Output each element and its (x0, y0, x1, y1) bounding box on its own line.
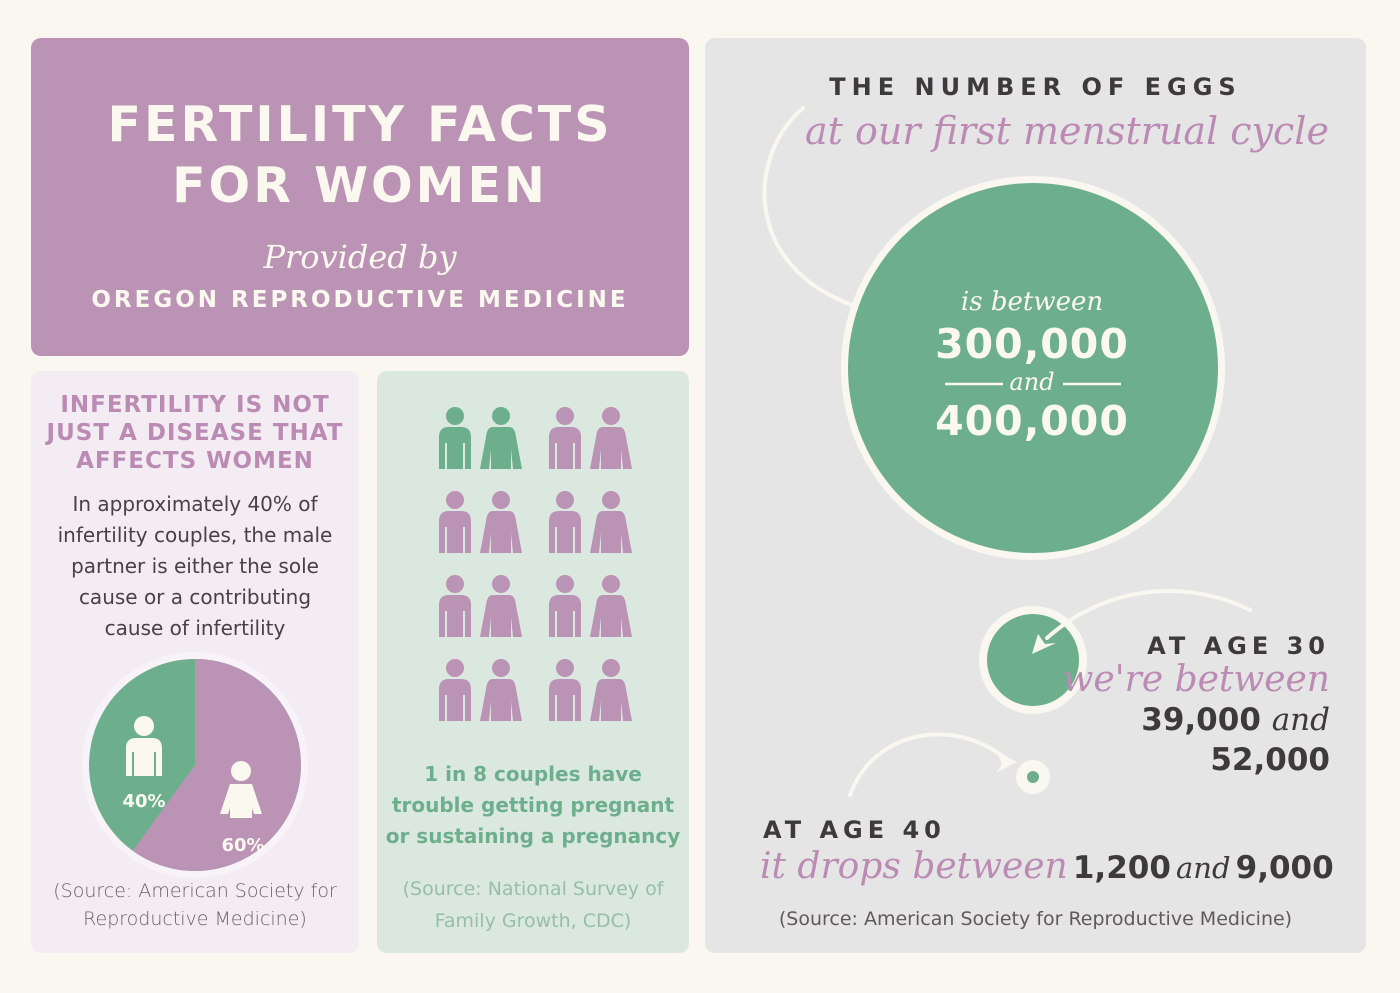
couple-icon (549, 491, 632, 553)
couple-icon (549, 659, 632, 721)
male-person-icon (126, 716, 162, 776)
male-infertility-body: In approximately 40% of infertility coup… (57, 492, 333, 640)
age-40-max: 9,000 (1235, 850, 1334, 886)
pie-female-percent-label: 60% (221, 835, 264, 856)
eggs-title: THE NUMBER OF EGGS (829, 73, 1242, 101)
arrowhead-medium-circle-icon (1032, 634, 1056, 654)
page-title-line-1: FERTILITY FACTS (107, 96, 613, 153)
first-cycle-min: 300,000 (935, 320, 1129, 368)
age-40-and: and (1176, 851, 1231, 885)
female-person-icon (220, 761, 262, 818)
couples-source: (Source: National Survey of Family Growt… (402, 878, 664, 932)
curved-arrow-to-small-circle (848, 732, 1007, 797)
couple-icon-highlighted (439, 407, 522, 469)
eggs-source: (Source: American Society for Reproducti… (778, 908, 1293, 930)
eggs-subtitle: at our first menstrual cycle (805, 109, 1329, 153)
arrowhead-small-circle-icon (996, 752, 1017, 773)
curved-arrow-to-medium-circle (1045, 589, 1252, 640)
couple-icon (549, 575, 632, 637)
curved-arrow-to-big-circle (762, 106, 857, 308)
age-30-and: and (1271, 702, 1330, 738)
and-label: and (1009, 368, 1055, 396)
male-infertility-heading: INFERTILITY IS NOT JUST A DISEASE THAT A… (46, 392, 344, 474)
age-40-min: 1,200 (1072, 850, 1171, 886)
eggs-illustration (762, 106, 1252, 797)
page-title-line-2: FOR WOMEN (172, 157, 548, 214)
age-40-script: it drops between (760, 846, 1068, 887)
big-egg-circle (848, 183, 1218, 553)
couple-icon (439, 659, 522, 721)
couples-statistic-text: 1 in 8 couples have trouble getting preg… (385, 762, 681, 848)
header-panel: FERTILITY FACTS FOR WOMEN Provided by OR… (31, 38, 689, 356)
age-30-label: AT AGE 30 (1147, 632, 1330, 660)
medium-egg-circle (987, 614, 1079, 706)
provided-by-label: Provided by (263, 238, 457, 276)
age-40-label: AT AGE 40 (763, 816, 946, 844)
male-female-pie-chart: 40% 60% (82, 652, 308, 878)
male-infertility-panel: INFERTILITY IS NOT JUST A DISEASE THAT A… (31, 371, 359, 953)
first-cycle-max: 400,000 (935, 397, 1129, 445)
organization-name: OREGON REPRODUCTIVE MEDICINE (91, 287, 629, 313)
between-label: is between (960, 287, 1104, 317)
age-30-script: we're between (1062, 659, 1330, 700)
age-30-block: AT AGE 30 we're between 39,000 and 52,00… (1063, 632, 1330, 780)
small-egg-circle (1027, 771, 1039, 783)
age-30-min: 39,000 (1141, 702, 1261, 738)
couple-icon (549, 407, 632, 469)
age-30-min-row: 39,000 and (1063, 700, 1330, 740)
pie-slice-female (132, 659, 301, 871)
eggs-panel: THE NUMBER OF EGGS at our first menstrua… (705, 38, 1366, 953)
age-40-row: it drops between 1,200 and 9,000 (760, 846, 1334, 887)
couples-panel: 1 in 8 couples have trouble getting preg… (377, 371, 689, 953)
age-30-max: 52,000 (1210, 742, 1330, 778)
pie-male-percent-label: 40% (122, 791, 165, 812)
male-infertility-source: (Source: American Society for Reproducti… (53, 880, 337, 930)
couple-icon (439, 575, 522, 637)
couples-icon-grid (439, 407, 632, 721)
couple-icon (439, 491, 522, 553)
